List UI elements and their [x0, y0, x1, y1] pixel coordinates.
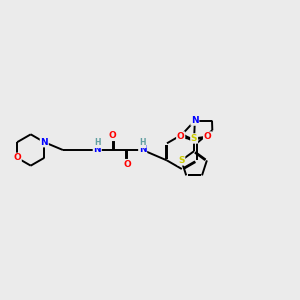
Text: S: S — [178, 156, 184, 165]
Text: O: O — [109, 131, 117, 140]
Text: N: N — [139, 146, 146, 154]
Text: O: O — [204, 132, 212, 141]
Text: O: O — [13, 153, 21, 162]
Text: N: N — [93, 146, 101, 154]
Text: O: O — [177, 132, 184, 141]
Text: H: H — [140, 138, 146, 147]
Text: N: N — [191, 116, 199, 125]
Text: S: S — [191, 134, 197, 143]
Text: H: H — [94, 138, 101, 147]
Text: O: O — [123, 160, 131, 169]
Text: N: N — [40, 138, 48, 147]
